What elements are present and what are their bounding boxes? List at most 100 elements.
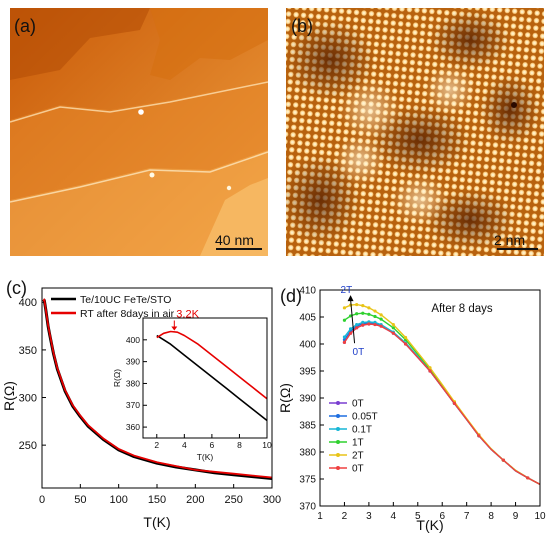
legend-label: 1T <box>352 438 364 449</box>
chart-d-point <box>355 322 359 327</box>
legend-marker <box>336 427 340 431</box>
chart-d-point <box>361 311 365 315</box>
legend-marker <box>336 466 340 470</box>
chart-d-ylabel: R(Ω) <box>277 383 293 413</box>
panel-b-atomic-image <box>286 8 544 256</box>
inset-annotation-arrowhead <box>171 326 178 331</box>
chart-c-ylabel: R(Ω) <box>1 381 17 411</box>
chart-d-xtick-label: 1 <box>317 511 323 522</box>
panel-a-stm-image <box>10 8 268 256</box>
chart-c-ytick-label: 350 <box>19 345 37 357</box>
chart-d-point <box>526 476 530 480</box>
legend-marker <box>336 453 340 457</box>
chart-d-xtick-label: 7 <box>464 511 470 522</box>
chart-d-ytick-label: 400 <box>299 340 316 351</box>
inset-series-line-1 <box>156 330 268 400</box>
panel-c-label: (c) <box>6 278 27 298</box>
chart-d-field-arrow <box>350 299 356 344</box>
chart-d-series-line-3 <box>344 312 541 486</box>
chart-d-point <box>379 324 383 328</box>
chart-d-xlabel: T(K) <box>416 517 443 533</box>
chart-d-point <box>355 326 359 330</box>
legend-label: 0.1T <box>352 425 372 436</box>
chart-c-frame <box>41 287 273 489</box>
legend-label: 2T <box>352 451 364 462</box>
chart-d-point <box>428 366 432 370</box>
inset-xtick-label: 2 <box>154 440 159 450</box>
chart-c-xtick-label: 200 <box>186 494 204 506</box>
chart-d-point <box>355 302 359 307</box>
chart-d-series-line-0 <box>343 323 541 486</box>
chart-d-point <box>342 335 347 339</box>
chart-c-xtick-label: 100 <box>109 494 127 506</box>
chart-d-point <box>477 434 481 438</box>
chart-d-point <box>367 306 371 310</box>
chart-d-xtick-label: 5 <box>415 511 421 522</box>
chart-d-series-line-1 <box>343 322 541 486</box>
chart-d-point <box>373 314 377 319</box>
chart-d: 1 2 3 4 5 6 7 8 9 10 370 375 380 385 390 395 400 405 410 A… <box>277 285 546 533</box>
chart-d-point <box>361 304 365 308</box>
chart-d-point <box>403 335 408 340</box>
inset-annotation: 3.2K <box>176 309 199 321</box>
legend-marker <box>336 401 340 405</box>
chart-d-point <box>348 331 353 335</box>
inset-background <box>143 318 267 438</box>
chart-d-xtick-label: 6 <box>439 511 445 522</box>
chart-d-point <box>361 320 365 324</box>
chart-c-xtick-label: 300 <box>263 494 281 506</box>
chart-d-point <box>342 306 347 310</box>
inset-ytick-label: 370 <box>126 400 140 410</box>
chart-d-point <box>348 314 353 318</box>
chart-c-ytick-label: 250 <box>19 440 37 452</box>
chart-d-frame <box>319 289 541 507</box>
panel-a-label: (a) <box>14 16 36 36</box>
inset-xtick-label: 6 <box>210 440 215 450</box>
chart-d-ytick-label: 390 <box>299 394 316 405</box>
chart-d-point <box>373 322 377 327</box>
chart-d-ytick-label: 395 <box>299 367 316 378</box>
legend-marker <box>336 414 340 418</box>
panel-d-label: (d) <box>280 286 302 306</box>
chart-d-xtick-label: 2 <box>342 511 348 522</box>
inset-xtick-label: 8 <box>237 440 242 450</box>
inset-ytick-label: 400 <box>126 335 140 345</box>
chart-d-annotation: After 8 days <box>431 303 493 315</box>
legend-label: 0.05T <box>352 412 378 423</box>
inset-ytick-label: 390 <box>126 357 140 367</box>
legend-label-black: Te/10UC FeTe/STO <box>80 294 171 306</box>
chart-d-point <box>367 322 371 326</box>
chart-c-ytick-label: 400 <box>19 297 37 309</box>
chart-d-ytick-label: 410 <box>299 286 316 297</box>
chart-d-series-line-5 <box>343 323 541 486</box>
chart-d-series-line-2 <box>343 321 541 486</box>
chart-d-point <box>367 312 371 316</box>
chart-d-point <box>403 342 408 346</box>
panel-b-scalebar-label: 2 nm <box>494 232 525 248</box>
chart-c-legend: Te/10UC FeTe/STO RT after 8days in air <box>51 294 175 320</box>
chart-d-legend: 0T 0.05T 0.1T 1T 2T 0T <box>329 399 378 475</box>
chart-d-point <box>379 313 383 317</box>
chart-d-xtick-label: 9 <box>513 511 519 522</box>
chart-c-series-line-1 <box>42 298 273 479</box>
chart-c-ytick-label: 300 <box>19 392 37 404</box>
chart-d-field-arrowhead <box>347 295 354 302</box>
inset-ylabel: R(Ω) <box>112 369 122 387</box>
inset-xtick-label: 10 <box>262 440 272 450</box>
inset-xlabel: T(K) <box>197 452 214 462</box>
inset-xtick-label: 4 <box>182 440 187 450</box>
chart-d-xtick-label: 3 <box>366 511 372 522</box>
inset-frame <box>142 317 268 439</box>
chart-d-point <box>373 309 377 313</box>
chart-d-point <box>355 312 359 316</box>
chart-d-ytick-label: 380 <box>299 448 316 459</box>
inset-ytick-label: 380 <box>126 378 140 388</box>
inset-ytick-label: 360 <box>126 422 140 432</box>
chart-d-point <box>342 340 347 344</box>
legend-label-red: RT after 8days in air <box>80 308 175 320</box>
legend-label: 0T <box>352 399 364 410</box>
chart-c-inset: 2 4 6 8 10 360 370 380 390 400 T(K) R(Ω) 3.2K <box>112 309 272 462</box>
chart-d-point <box>391 322 395 327</box>
chart-d-point <box>342 318 347 322</box>
